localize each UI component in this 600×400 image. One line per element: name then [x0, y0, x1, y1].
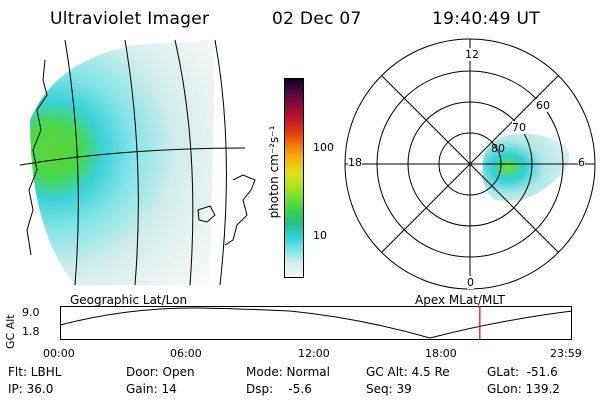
filter-status: Flt: LBHL: [8, 365, 62, 379]
colorbar-tick-100: 100: [313, 141, 334, 154]
date-label: 02 Dec 07: [272, 9, 362, 29]
instrument-title: Ultraviolet Imager: [50, 9, 210, 29]
glat-status: GLat: -51.6: [487, 365, 558, 379]
timeline-y-axis-label: GC Alt: [4, 314, 17, 349]
geographic-image: [19, 39, 256, 286]
seq-status: Seq: 39: [366, 382, 412, 396]
mlt-label-12: 12: [465, 48, 479, 61]
timeline-y-tick-high: 9.0: [22, 306, 40, 319]
ip-status: IP: 36.0: [8, 382, 54, 396]
mlat-label-60: 60: [536, 99, 550, 112]
timeline-x-tick-3: 18:00: [425, 347, 457, 360]
apex-polar-plot: [344, 38, 596, 290]
apex-panel-label: Apex MLat/MLT: [415, 293, 505, 307]
timeline-y-tick-low: 1.8: [22, 325, 40, 338]
colorbar-tick-10: 10: [313, 229, 327, 242]
mlt-label-18: 18: [348, 156, 362, 169]
mode-status: Mode: Normal: [246, 365, 330, 379]
timeline-x-tick-2: 12:00: [298, 347, 330, 360]
door-status: Door: Open: [126, 365, 195, 379]
geographic-panel-label: Geographic Lat/Lon: [70, 293, 188, 307]
mlt-label-6: 6: [578, 156, 585, 169]
colorbar-unit-label: photon cm⁻²s⁻¹: [267, 125, 281, 219]
mlat-label-80: 80: [491, 142, 505, 155]
timeline-x-tick-0: 00:00: [43, 347, 75, 360]
mlt-label-0: 0: [467, 276, 474, 289]
orbit-timeline: [59, 306, 573, 340]
time-label: 19:40:49 UT: [432, 9, 540, 29]
glon-status: GLon: 139.2: [487, 382, 560, 396]
timeline-x-tick-1: 06:00: [170, 347, 202, 360]
mlat-label-70: 70: [512, 121, 526, 134]
gc-alt-status: GC Alt: 4.5 Re: [366, 365, 450, 379]
timeline-x-tick-4: 23:59: [550, 347, 582, 360]
dsp-status: Dsp: -5.6: [246, 382, 312, 396]
gain-status: Gain: 14: [126, 382, 177, 396]
colorbar: [284, 78, 304, 278]
